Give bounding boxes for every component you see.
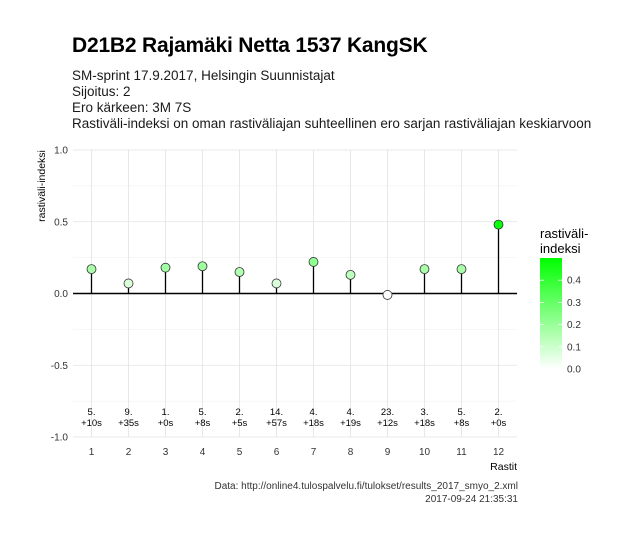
data-point	[419, 264, 430, 275]
subtitle-gap-to-leader: Ero kärkeen: 3M 7S	[72, 100, 192, 115]
annotation-rank: 4.	[347, 407, 355, 418]
annotation-diff: +18s	[414, 418, 435, 429]
annotation-diff: +19s	[340, 418, 361, 429]
subtitle-placement: Sijoitus: 2	[72, 84, 131, 99]
y-tick-label: -1.0	[51, 433, 69, 444]
data-point	[123, 278, 134, 289]
legend-tick-label: 0.2	[567, 320, 581, 331]
annotation-rank: 9.	[125, 407, 133, 418]
legend-title-line: indeksi	[540, 241, 581, 256]
annotation-diff: +57s	[266, 418, 287, 429]
data-point	[271, 278, 282, 289]
subtitle-index-description: Rastiväli-indeksi on oman rastiväliajan …	[72, 116, 592, 131]
annotation-rank: 5.	[458, 407, 466, 418]
annotation-diff: +12s	[377, 418, 398, 429]
y-axis-title: rastiväli-indeksi	[36, 150, 48, 222]
annotation-diff: +10s	[81, 418, 102, 429]
legend-tick-label: 0.1	[567, 342, 581, 353]
annotation-rank: 1.	[162, 407, 170, 418]
y-tick-label: 0.5	[54, 217, 68, 228]
data-source: Data: http://online4.tulospalvelu.fi/tul…	[214, 481, 518, 492]
legend-color-bar	[540, 258, 562, 369]
annotation-rank: 2.	[236, 407, 244, 418]
data-point	[197, 261, 208, 272]
plot-area: -1.0-0.50.00.51.01 2 3 4 5 6 7 8 9 10 11 125.+10s9.…	[36, 146, 517, 474]
color-legend: rastiväli-indeksi 0.0 0.1 0.2 0.3 0.4	[540, 226, 588, 376]
annotation-diff: +5s	[232, 418, 248, 429]
legend-tick-label: 0.0	[567, 365, 581, 376]
data-point	[493, 219, 504, 230]
chart-title: D21B2 Rajamäki Netta 1537 KangSK	[72, 34, 428, 57]
annotation-rank: 5.	[88, 407, 96, 418]
x-tick-label: 6	[274, 447, 280, 458]
y-tick-label: -0.5	[51, 361, 69, 372]
x-tick-label: 2	[126, 447, 132, 458]
x-tick-label: 4	[200, 447, 206, 458]
x-tick-label: 9	[385, 447, 391, 458]
annotation-diff: +0s	[491, 418, 507, 429]
legend-title-line: rastiväli-	[540, 226, 588, 241]
annotation-diff: +8s	[195, 418, 211, 429]
x-tick-label: 12	[493, 447, 505, 458]
annotation-diff: +8s	[454, 418, 470, 429]
annotation-rank: 2.	[495, 407, 503, 418]
data-point	[234, 267, 245, 277]
timestamp: 2017-09-24 21:35:31	[425, 494, 518, 505]
data-point	[86, 264, 97, 275]
annotation-rank: 4.	[310, 407, 318, 418]
x-tick-label: 3	[163, 447, 169, 458]
x-tick-label: 1	[89, 447, 95, 458]
data-point	[345, 269, 356, 280]
subtitle-event: SM-sprint 17.9.2017, Helsingin Suunnista…	[72, 68, 335, 83]
data-point	[160, 262, 171, 273]
annotation-rank: 5.	[199, 407, 207, 418]
annotation-rank: 3.	[421, 407, 429, 418]
x-axis-title: Rastit	[490, 461, 517, 473]
x-tick-label: 8	[348, 447, 354, 458]
annotation-rank: 14.	[270, 407, 283, 418]
annotation-diff: +35s	[118, 418, 139, 429]
annotation-diff: +0s	[158, 418, 174, 429]
x-tick-label: 5	[237, 447, 243, 458]
x-tick-label: 7	[311, 447, 317, 458]
annotation-diff: +18s	[303, 418, 324, 429]
data-point	[456, 264, 467, 275]
y-tick-label: 1.0	[54, 146, 68, 157]
data-point	[308, 257, 319, 267]
legend-tick-label: 0.4	[567, 276, 581, 287]
annotation-rank: 23.	[381, 407, 394, 418]
legend-tick-label: 0.3	[567, 298, 581, 309]
x-tick-label: 11	[456, 447, 467, 458]
y-tick-label: 0.0	[54, 289, 68, 300]
x-tick-label: 10	[419, 447, 431, 458]
data-point	[382, 290, 393, 300]
